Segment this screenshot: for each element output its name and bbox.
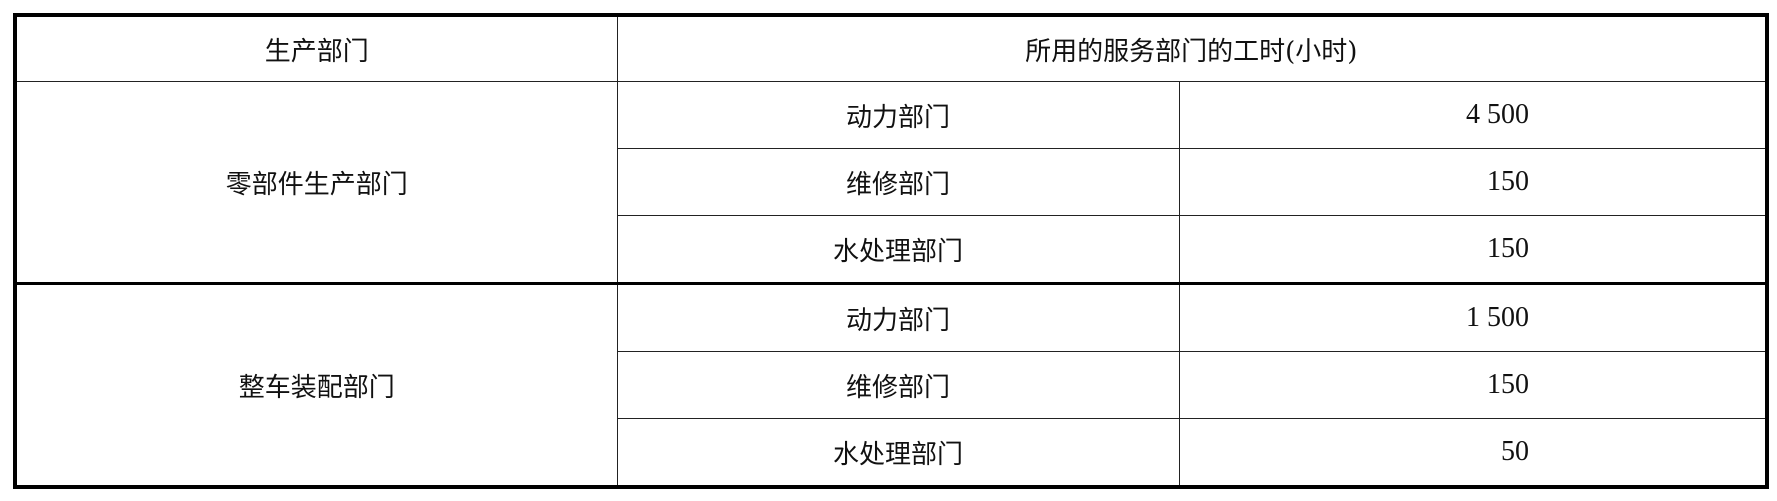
service-hours-table: 生产部门 所用的服务部门的工时(小时) 零部件生产部门 动力部门 4 500 维… [13,13,1769,489]
service-dept: 动力部门 [616,81,1180,149]
hours-value: 150 [1178,215,1768,284]
header-row: 生产部门 所用的服务部门的工时(小时) [14,14,1768,82]
table-row: 整车装配部门 动力部门 1 500 [14,282,1768,488]
service-dept: 水处理部门 [616,215,1180,284]
service-dept: 维修部门 [616,148,1180,216]
group-name: 零部件生产部门 [14,81,618,284]
service-dept: 水处理部门 [616,418,1180,488]
hours-value: 1 500 [1178,282,1768,352]
header-production-dept: 生产部门 [14,14,618,82]
table-row: 零部件生产部门 动力部门 4 500 [14,81,1768,284]
group-name: 整车装配部门 [14,282,618,488]
header-service-hours: 所用的服务部门的工时(小时) [616,14,1768,82]
hours-value: 150 [1178,351,1768,419]
table-row: 维修部门 150 [15,351,1768,419]
hours-value: 150 [1178,148,1768,216]
service-dept: 动力部门 [616,282,1180,352]
service-dept: 维修部门 [616,351,1180,419]
table-row: 维修部门 150 [15,148,1768,216]
hours-value: 50 [1178,418,1768,488]
hours-value: 4 500 [1178,81,1768,149]
table-row: 水处理部门 50 [15,418,1768,488]
